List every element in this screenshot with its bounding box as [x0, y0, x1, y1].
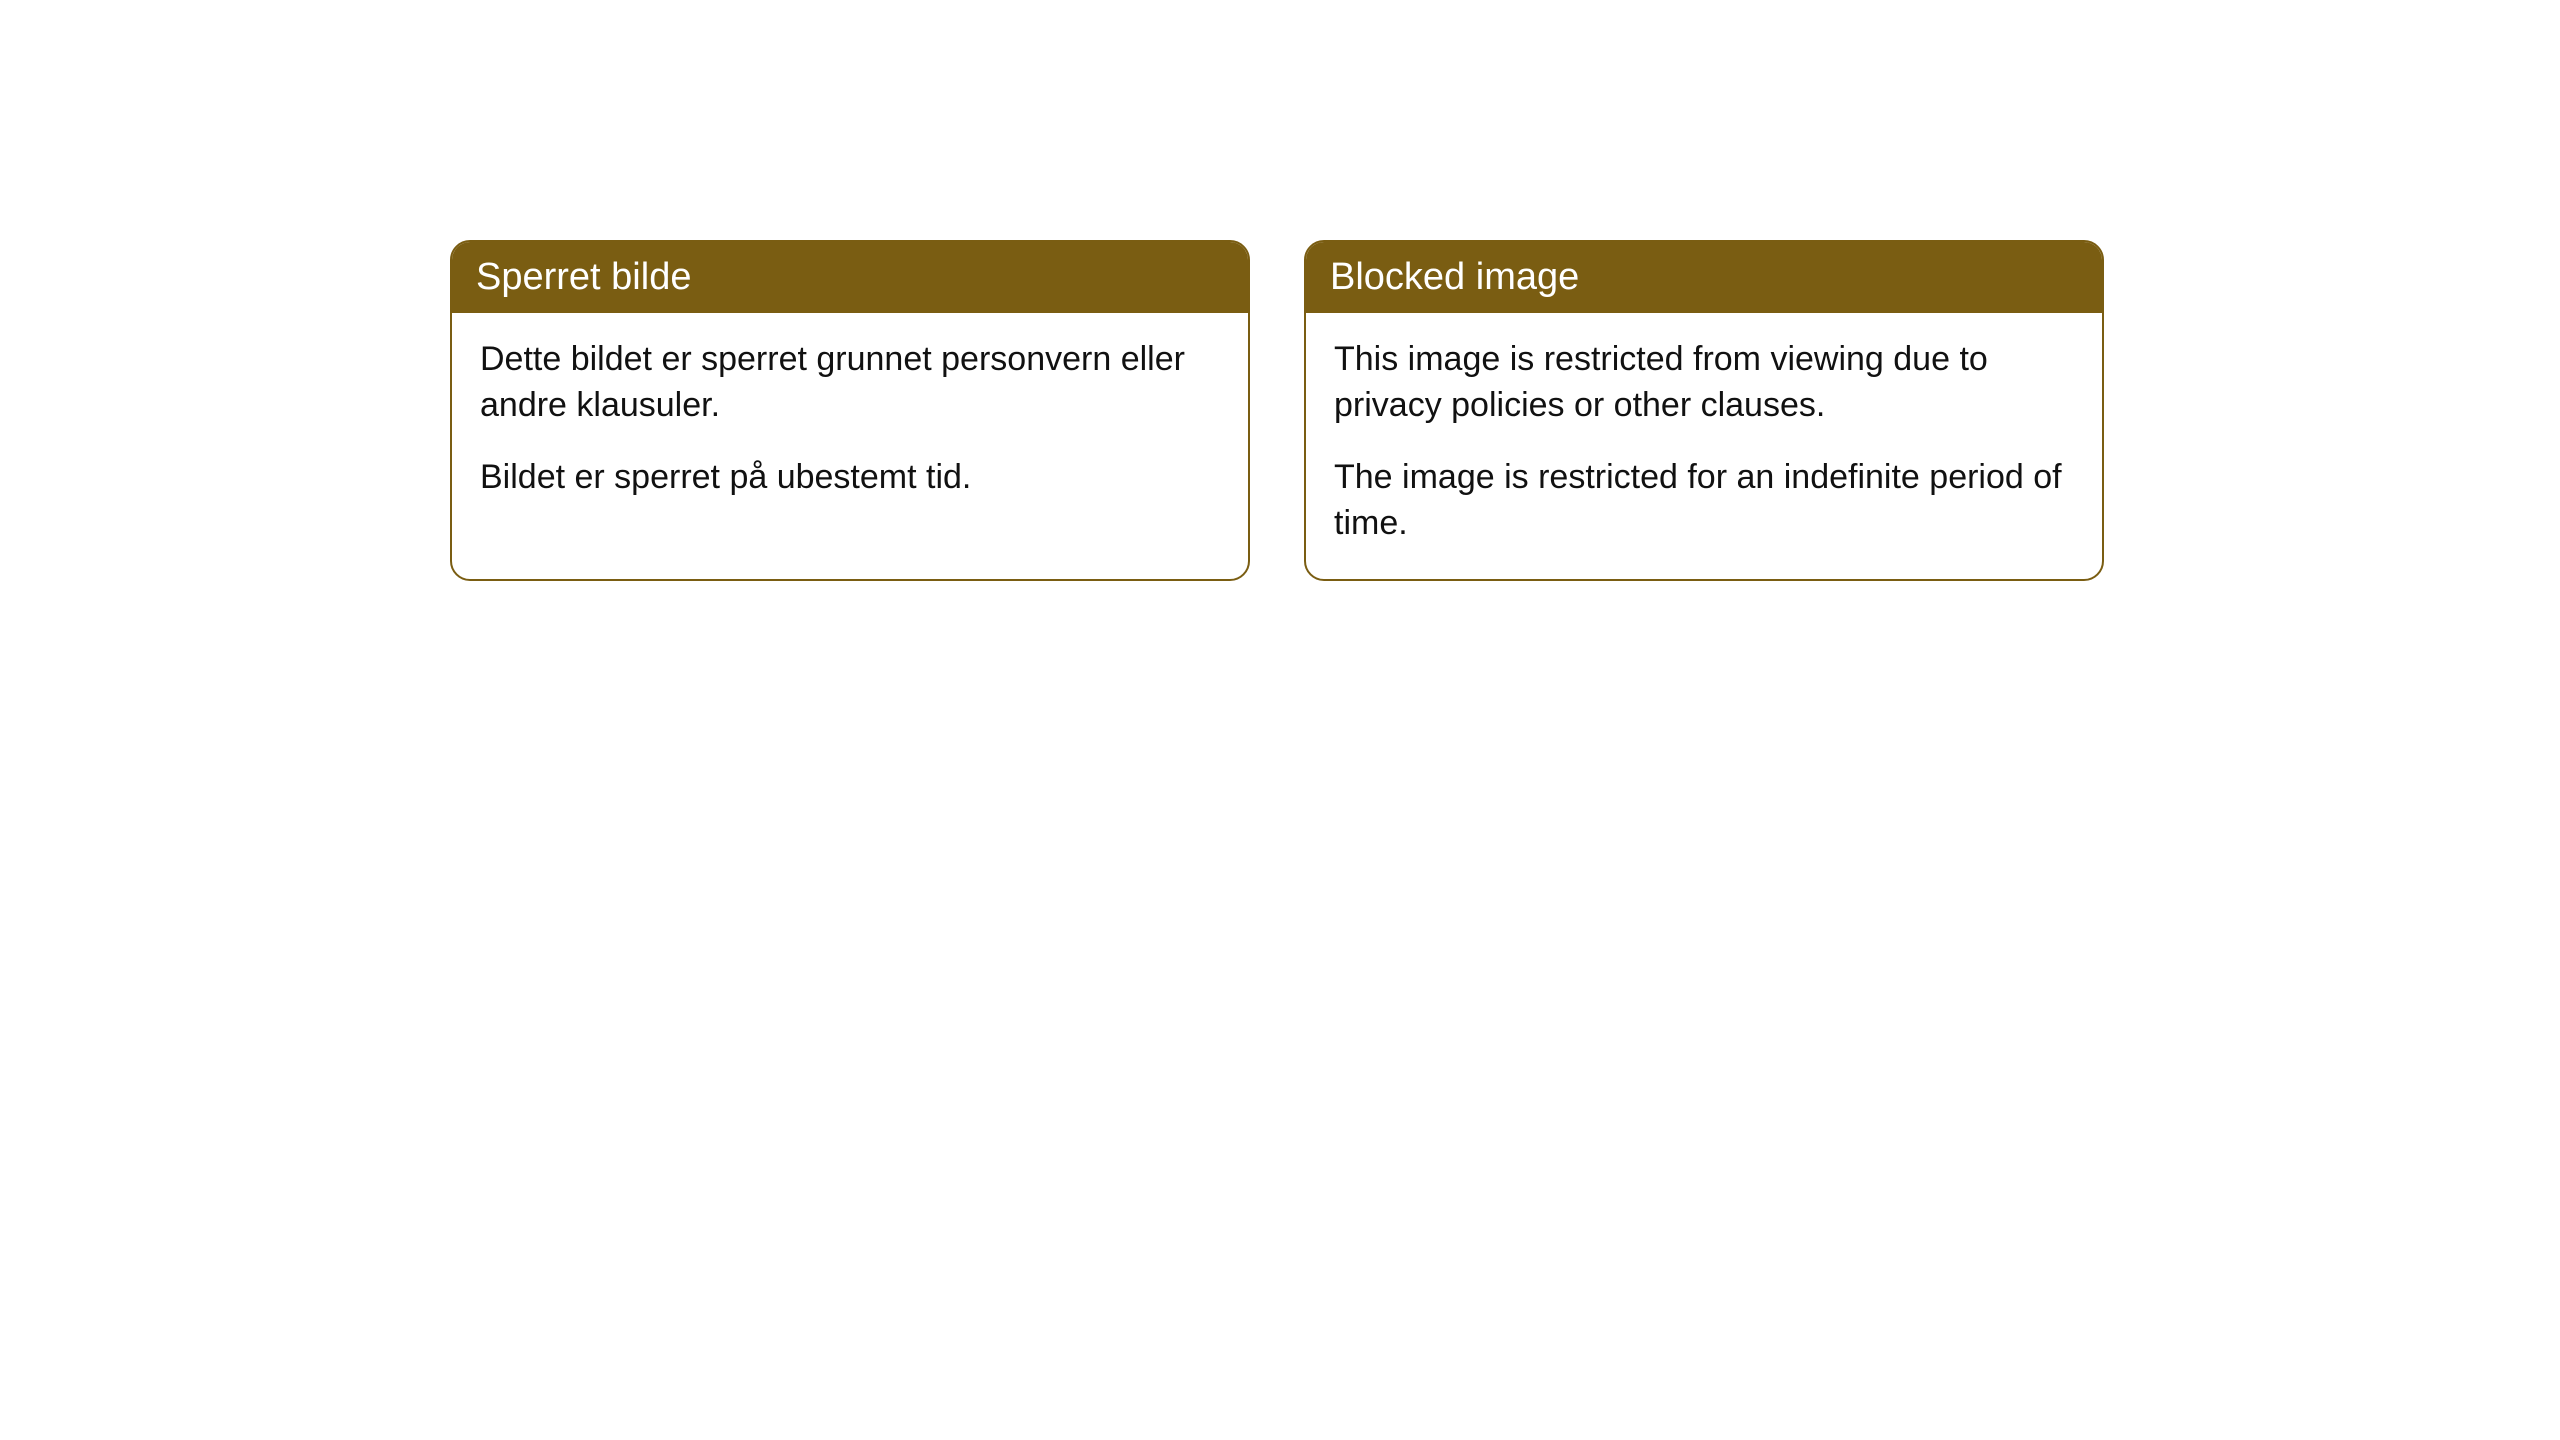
card-title: Sperret bilde	[476, 256, 691, 298]
card-paragraph: Dette bildet er sperret grunnet personve…	[480, 337, 1220, 429]
card-header-norwegian: Sperret bilde	[452, 242, 1248, 313]
card-paragraph: The image is restricted for an indefinit…	[1334, 455, 2074, 547]
notice-cards-container: Sperret bilde Dette bildet er sperret gr…	[450, 240, 2560, 581]
card-header-english: Blocked image	[1306, 242, 2102, 313]
card-paragraph: This image is restricted from viewing du…	[1334, 337, 2074, 429]
card-title: Blocked image	[1330, 256, 1579, 298]
notice-card-norwegian: Sperret bilde Dette bildet er sperret gr…	[450, 240, 1250, 581]
card-body-norwegian: Dette bildet er sperret grunnet personve…	[452, 313, 1248, 533]
notice-card-english: Blocked image This image is restricted f…	[1304, 240, 2104, 581]
card-paragraph: Bildet er sperret på ubestemt tid.	[480, 455, 1220, 501]
card-body-english: This image is restricted from viewing du…	[1306, 313, 2102, 579]
